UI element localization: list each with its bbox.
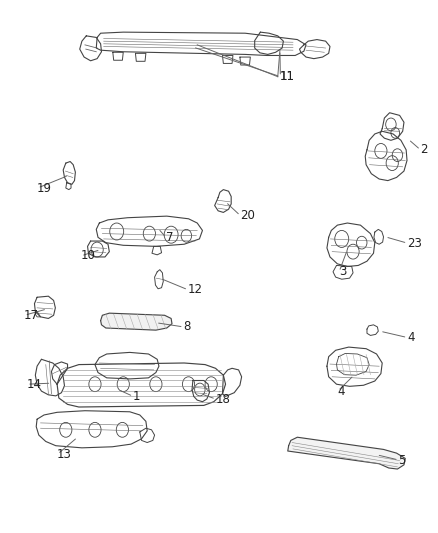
Text: 18: 18: [215, 393, 230, 406]
Text: 11: 11: [280, 70, 295, 83]
Polygon shape: [101, 313, 172, 330]
Text: 13: 13: [57, 448, 72, 461]
Text: 17: 17: [24, 309, 39, 322]
Text: 1: 1: [133, 390, 140, 403]
Text: 23: 23: [407, 237, 422, 249]
Text: 12: 12: [187, 284, 203, 296]
Text: 5: 5: [398, 454, 406, 466]
Text: 7: 7: [166, 231, 173, 244]
Text: 4: 4: [407, 331, 414, 344]
Text: 4: 4: [337, 385, 345, 398]
Text: 14: 14: [27, 378, 42, 391]
Text: 3: 3: [339, 265, 346, 278]
Text: 11: 11: [280, 70, 295, 83]
Text: 2: 2: [420, 143, 427, 156]
Text: 19: 19: [37, 182, 52, 195]
Text: 10: 10: [81, 249, 95, 262]
Polygon shape: [288, 437, 405, 469]
Text: 20: 20: [240, 209, 255, 222]
Text: 8: 8: [184, 320, 191, 334]
